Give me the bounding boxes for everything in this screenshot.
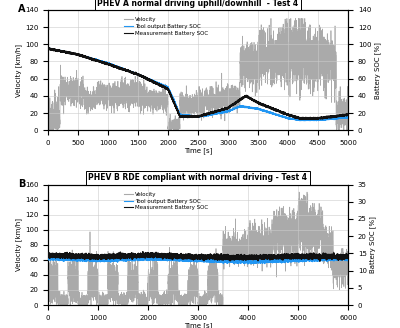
Title: PHEV B RDE compliant with normal driving - Test 4: PHEV B RDE compliant with normal driving…: [88, 174, 308, 182]
Y-axis label: Velocity [km/h]: Velocity [km/h]: [15, 218, 22, 271]
Text: A: A: [18, 4, 26, 14]
Y-axis label: Velocity [km/h]: Velocity [km/h]: [15, 44, 22, 96]
X-axis label: Time [s]: Time [s]: [184, 148, 212, 154]
Text: B: B: [18, 178, 25, 189]
X-axis label: Time [s]: Time [s]: [184, 322, 212, 328]
Legend: Velocity, Tool output Battery SOC, Measurement Battery SOC: Velocity, Tool output Battery SOC, Measu…: [122, 190, 210, 213]
Title: PHEV A normal driving uphill/downhill  - Test 4: PHEV A normal driving uphill/downhill - …: [98, 0, 298, 8]
Legend: Velocity, Tool output Battery SOC, Measurement Battery SOC: Velocity, Tool output Battery SOC, Measu…: [122, 15, 210, 38]
Y-axis label: Battery SOC [%]: Battery SOC [%]: [370, 216, 376, 273]
Y-axis label: Battery SOC [%]: Battery SOC [%]: [374, 42, 381, 98]
